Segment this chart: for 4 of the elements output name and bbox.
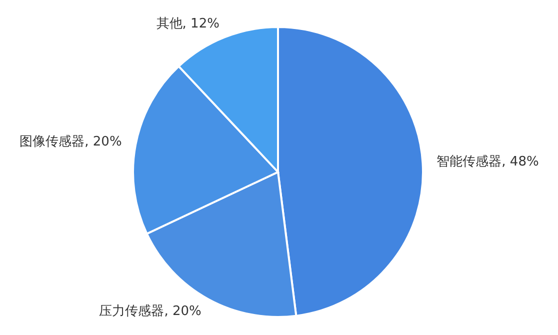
slice-label: 其他, 12%: [156, 16, 220, 32]
slice-label: 智能传感器, 48%: [436, 154, 539, 170]
slice-label: 图像传感器, 20%: [20, 134, 122, 150]
slice-label: 压力传感器, 20%: [99, 304, 202, 319]
